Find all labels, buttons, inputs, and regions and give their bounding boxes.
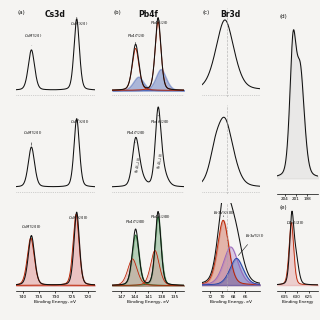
Text: $CsM_{5/2}(III)$: $CsM_{5/2}(III)$ (21, 223, 41, 237)
Text: $D4s_{5/2}(II)$: $D4s_{5/2}(II)$ (286, 219, 305, 227)
X-axis label: Binding Energy, eV: Binding Energy, eV (34, 300, 76, 304)
Text: (d): (d) (279, 13, 287, 19)
Text: (e): (e) (279, 205, 287, 210)
Text: $CsM_{3/2}(II)$: $CsM_{3/2}(II)$ (70, 119, 90, 126)
Text: (a): (a) (18, 10, 25, 15)
Text: $Pb4f_{5/2}(II)$: $Pb4f_{5/2}(II)$ (150, 116, 170, 126)
Text: $Br3d_{5/2}(I)$: $Br3d_{5/2}(I)$ (238, 232, 265, 255)
Text: $Pb4f_{5/2}(III)$: $Pb4f_{5/2}(III)$ (150, 213, 172, 221)
Text: $Pb4f_{7/2}(I)$: $Pb4f_{7/2}(I)$ (127, 32, 145, 44)
Text: $Pb4f_{7/2}(III)$: $Pb4f_{7/2}(III)$ (125, 219, 146, 229)
Text: $Pb4f_{7/2}(II)$: $Pb4f_{7/2}(II)$ (133, 156, 145, 174)
Text: (c): (c) (203, 10, 210, 15)
X-axis label: Binding Energy, eV: Binding Energy, eV (127, 300, 169, 304)
X-axis label: Binding Energy, eV: Binding Energy, eV (210, 300, 252, 304)
Text: $CsM_{3/2}(III)$: $CsM_{3/2}(III)$ (68, 214, 89, 222)
Text: $Br3d_{3/2}(III)$: $Br3d_{3/2}(III)$ (213, 209, 235, 217)
Text: $CsM_{3/2}(I)$: $CsM_{3/2}(I)$ (70, 17, 88, 28)
Text: Pb4f: Pb4f (138, 10, 158, 19)
X-axis label: Binding Energy: Binding Energy (282, 203, 314, 207)
Text: (b): (b) (114, 10, 121, 15)
Text: Cs3d: Cs3d (45, 10, 66, 19)
Text: $CsM_{5/2}(II)$: $CsM_{5/2}(II)$ (23, 130, 43, 145)
Text: $Pb4f_{5/2}(II)$: $Pb4f_{5/2}(II)$ (156, 152, 167, 171)
Text: $Pb4f_{7/2}(II)$: $Pb4f_{7/2}(II)$ (126, 130, 146, 143)
Text: $CsM_{5/2}(I)$: $CsM_{5/2}(I)$ (24, 33, 43, 46)
Text: $Pb4f_{5/2}(I)$: $Pb4f_{5/2}(I)$ (150, 20, 169, 28)
X-axis label: Binding Energy: Binding Energy (282, 300, 314, 304)
Text: Br3d: Br3d (220, 10, 241, 19)
